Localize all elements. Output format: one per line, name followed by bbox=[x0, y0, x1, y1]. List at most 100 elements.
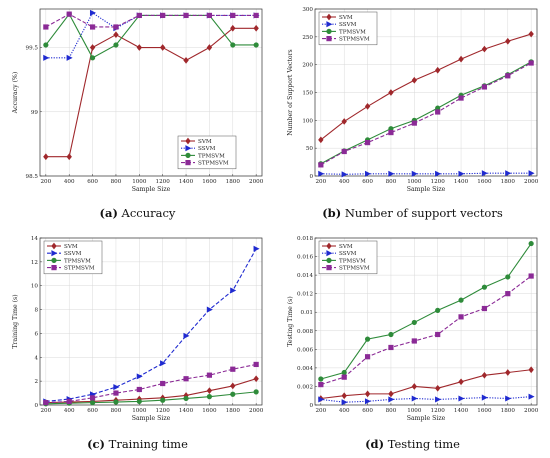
data-point-ssvm bbox=[136, 373, 143, 380]
data-point-svm bbox=[364, 390, 371, 398]
data-point-tpmsvm bbox=[318, 376, 324, 382]
x-axis-label: Sample Size bbox=[407, 415, 446, 422]
x-tick-label: 200 bbox=[40, 408, 51, 414]
legend-label-stpmsvm: STPMSVM bbox=[339, 266, 370, 272]
data-point-stpmsvm bbox=[113, 390, 119, 396]
data-point-stpmsvm bbox=[505, 291, 511, 297]
x-tick-label: 1400 bbox=[179, 179, 194, 185]
axis-frame bbox=[39, 8, 263, 177]
data-point-svm bbox=[435, 66, 441, 74]
data-point-stpmsvm bbox=[89, 395, 96, 401]
data-point-tpmsvm bbox=[206, 394, 213, 400]
panel-testing-time: 200 400 600 800 1000 1200 1400 1600 1800 2000 0 0.0… bbox=[275, 229, 550, 429]
x-tick-label: 1200 bbox=[156, 179, 171, 185]
series-line-tpmsvm bbox=[320, 61, 532, 165]
data-point-svm bbox=[388, 89, 394, 96]
legend-label-tpmsvm: TPMSVM bbox=[339, 29, 366, 35]
x-tick-label: 1000 bbox=[407, 179, 422, 185]
x-tick-label: 800 bbox=[386, 179, 397, 185]
data-point-stpmsvm bbox=[43, 400, 49, 406]
data-point-tpmsvm bbox=[341, 369, 347, 376]
data-point-stpmsvm bbox=[435, 331, 441, 338]
data-point-svm bbox=[528, 366, 534, 374]
axis-frame bbox=[39, 237, 263, 406]
data-point-svm bbox=[43, 153, 49, 161]
x-tick-label: 400 bbox=[339, 408, 350, 414]
data-point-svm bbox=[183, 57, 189, 64]
panel-training-time: 200 400 600 800 1000 1200 1400 1600 1800 2000 0 2 4 6… bbox=[0, 229, 275, 429]
legend-label-tpmsvm: TPMSVM bbox=[64, 258, 91, 264]
data-point-stpmsvm bbox=[364, 354, 371, 360]
data-point-tpmsvm bbox=[43, 42, 49, 48]
data-point-ssvm bbox=[388, 170, 395, 177]
x-tick-label: 400 bbox=[64, 179, 75, 185]
legend-marker-stpmsvm bbox=[326, 264, 332, 271]
y-axis-label: Accuracy (%) bbox=[12, 72, 19, 115]
data-point-ssvm bbox=[411, 170, 418, 177]
series-line-tpmsvm bbox=[45, 391, 257, 405]
y-tick-label: 0.004 bbox=[297, 366, 313, 372]
data-point-tpmsvm bbox=[411, 319, 417, 326]
data-point-svm bbox=[411, 383, 417, 390]
legend-marker-tpmsvm bbox=[51, 257, 57, 264]
caption-testing-time-text: Testing time bbox=[387, 437, 460, 451]
training-time-chart: 200 400 600 800 1000 1200 1400 1600 1800 2000 0 2 4 6… bbox=[12, 236, 264, 422]
caption-support-vectors: (b) Number of support vectors bbox=[275, 206, 550, 220]
data-point-ssvm bbox=[183, 332, 190, 339]
series-ssvm bbox=[318, 393, 535, 406]
y-tick-label: 10 bbox=[31, 284, 39, 290]
series-line-svm bbox=[45, 27, 257, 158]
data-point-tpmsvm bbox=[435, 307, 441, 313]
series-stpmsvm bbox=[43, 11, 259, 30]
data-point-stpmsvm bbox=[113, 24, 119, 30]
data-point-ssvm bbox=[505, 395, 512, 402]
accuracy-chart: 200 400 600 800 1000 1200 1400 1600 1800 2000 98.5… bbox=[12, 8, 264, 193]
x-tick-label: 200 bbox=[40, 179, 51, 185]
data-point-stpmsvm bbox=[388, 344, 394, 351]
series-stpmsvm bbox=[318, 60, 534, 168]
x-tick-label: 400 bbox=[64, 408, 75, 414]
legend-marker-svm bbox=[326, 242, 332, 250]
data-point-svm bbox=[458, 55, 464, 63]
y-tick-label: 300 bbox=[302, 7, 313, 13]
y-tick-label: 12 bbox=[31, 260, 39, 266]
data-point-svm bbox=[230, 24, 236, 32]
legend-marker-ssvm bbox=[326, 21, 333, 28]
data-point-svm bbox=[136, 44, 142, 51]
data-point-stpmsvm bbox=[253, 361, 259, 368]
data-point-stpmsvm bbox=[206, 12, 213, 19]
series-line-ssvm bbox=[320, 172, 532, 175]
caption-accuracy-text: Accuracy bbox=[121, 206, 176, 220]
data-point-stpmsvm bbox=[388, 129, 394, 136]
data-point-stpmsvm bbox=[136, 12, 142, 19]
series-line-svm bbox=[45, 378, 257, 404]
x-tick-label: 600 bbox=[87, 408, 98, 414]
data-point-svm bbox=[230, 382, 236, 390]
legend-label-svm: SVM bbox=[64, 244, 78, 250]
data-point-tpmsvm bbox=[183, 395, 189, 402]
panel-support-vectors: 200 400 600 800 1000 1200 1400 1600 1800 2000 0 50 1… bbox=[275, 0, 550, 200]
data-point-ssvm bbox=[528, 393, 535, 400]
data-point-ssvm bbox=[388, 396, 395, 403]
x-tick-label: 1800 bbox=[226, 408, 241, 414]
legend-marker-stpmsvm bbox=[185, 160, 191, 166]
legend-label-stpmsvm: STPMSVM bbox=[64, 266, 95, 272]
y-tick-label: 0.008 bbox=[297, 329, 313, 335]
series-line-tpmsvm bbox=[320, 243, 532, 380]
x-tick-label: 1800 bbox=[501, 179, 516, 185]
data-point-svm bbox=[113, 31, 119, 39]
data-point-stpmsvm bbox=[206, 372, 213, 378]
y-tick-label: 2 bbox=[34, 379, 38, 385]
data-point-svm bbox=[435, 384, 441, 392]
x-axis-label: Sample Size bbox=[132, 186, 171, 193]
legend-label-ssvm: SSVM bbox=[198, 146, 216, 152]
x-tick-label: 1400 bbox=[454, 408, 469, 414]
legend-marker-ssvm bbox=[51, 250, 58, 257]
data-point-ssvm bbox=[318, 396, 325, 403]
y-tick-label: 0 bbox=[309, 174, 313, 180]
data-point-svm bbox=[411, 76, 417, 84]
data-point-stpmsvm bbox=[458, 95, 464, 101]
